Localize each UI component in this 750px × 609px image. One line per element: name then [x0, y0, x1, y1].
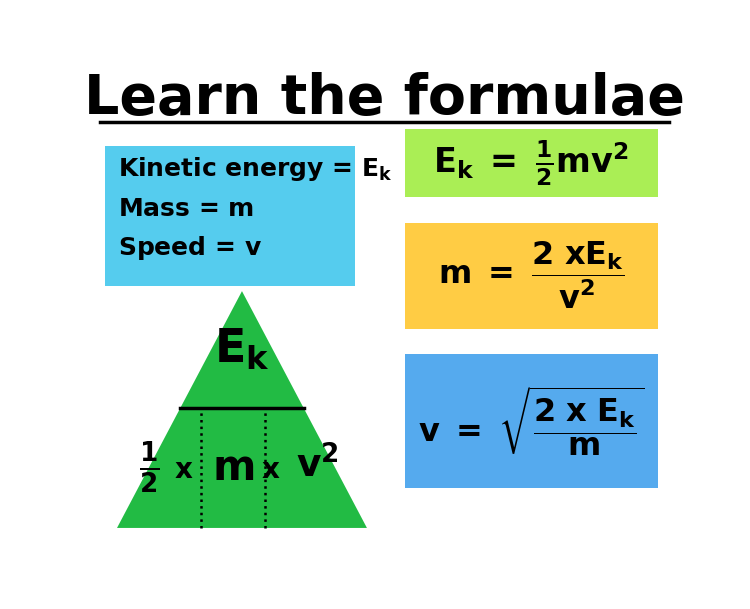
Text: $\mathbf{m\ =\ \dfrac{2\ xE_k}{v^2}}$: $\mathbf{m\ =\ \dfrac{2\ xE_k}{v^2}}$: [438, 241, 625, 311]
FancyBboxPatch shape: [105, 146, 356, 286]
Polygon shape: [117, 291, 367, 528]
Text: $\mathbf{v\ =\ \sqrt{\dfrac{2\ x\ E_k}{m}}}$: $\mathbf{v\ =\ \sqrt{\dfrac{2\ x\ E_k}{m…: [418, 384, 644, 458]
Text: Speed = $\mathbf{v}$: Speed = $\mathbf{v}$: [118, 234, 262, 262]
FancyBboxPatch shape: [405, 354, 658, 488]
Text: $\mathbf{\frac{1}{2}}$: $\mathbf{\frac{1}{2}}$: [139, 440, 159, 496]
Text: $\mathbf{v^2}$: $\mathbf{v^2}$: [296, 446, 339, 485]
Text: Kinetic energy = $\mathbf{E_k}$: Kinetic energy = $\mathbf{E_k}$: [118, 155, 393, 183]
Text: $\mathbf{m}$: $\mathbf{m}$: [212, 447, 254, 489]
Text: $\mathbf{E_k}$: $\mathbf{E_k}$: [214, 327, 270, 373]
Text: $\mathbf{x}$: $\mathbf{x}$: [174, 457, 194, 485]
Text: $\mathbf{E_k\ =\ \frac{1}{2}mv^2}$: $\mathbf{E_k\ =\ \frac{1}{2}mv^2}$: [433, 139, 629, 188]
FancyBboxPatch shape: [405, 129, 658, 197]
Text: Learn the formulae: Learn the formulae: [84, 72, 685, 126]
Text: Mass = $\mathbf{m}$: Mass = $\mathbf{m}$: [118, 197, 254, 221]
FancyBboxPatch shape: [405, 223, 658, 329]
Text: $\mathbf{x}$: $\mathbf{x}$: [261, 457, 280, 485]
